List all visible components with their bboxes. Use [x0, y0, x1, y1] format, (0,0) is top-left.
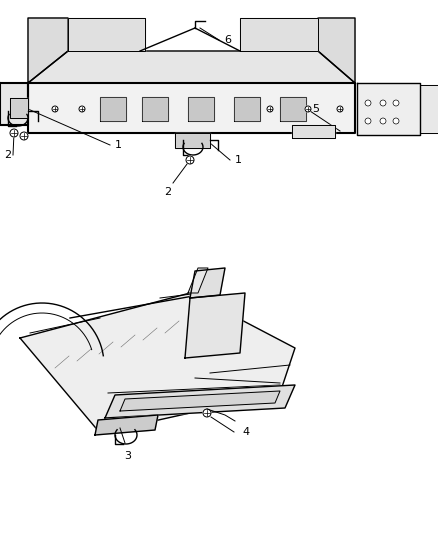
Polygon shape	[28, 18, 68, 83]
Text: 5: 5	[312, 104, 319, 114]
Polygon shape	[105, 385, 295, 418]
Circle shape	[79, 106, 85, 112]
Text: 3: 3	[124, 451, 131, 461]
Text: 6: 6	[224, 35, 231, 45]
Polygon shape	[28, 51, 355, 83]
Circle shape	[365, 118, 371, 124]
Polygon shape	[185, 293, 245, 358]
Circle shape	[393, 118, 399, 124]
Circle shape	[20, 132, 28, 140]
Polygon shape	[0, 83, 28, 125]
Polygon shape	[68, 18, 145, 51]
Text: 2: 2	[4, 150, 11, 160]
Circle shape	[10, 129, 18, 137]
Circle shape	[267, 106, 273, 112]
Circle shape	[186, 156, 194, 164]
Polygon shape	[190, 268, 225, 298]
Circle shape	[393, 100, 399, 106]
Polygon shape	[188, 268, 208, 293]
Circle shape	[305, 106, 311, 112]
Circle shape	[380, 118, 386, 124]
Polygon shape	[175, 133, 210, 148]
Polygon shape	[10, 98, 28, 118]
Text: 2: 2	[164, 187, 172, 197]
Circle shape	[52, 106, 58, 112]
Polygon shape	[120, 391, 280, 411]
Circle shape	[337, 106, 343, 112]
Polygon shape	[280, 97, 306, 121]
Text: 1: 1	[235, 155, 242, 165]
Polygon shape	[95, 415, 158, 435]
Polygon shape	[292, 125, 335, 138]
Circle shape	[203, 409, 211, 417]
Circle shape	[380, 100, 386, 106]
Polygon shape	[142, 97, 168, 121]
Polygon shape	[357, 83, 420, 135]
Polygon shape	[100, 97, 126, 121]
Text: 1: 1	[115, 140, 122, 150]
Polygon shape	[420, 85, 438, 133]
Text: 4: 4	[242, 427, 249, 437]
Polygon shape	[28, 83, 355, 133]
Polygon shape	[318, 18, 355, 83]
Polygon shape	[188, 97, 214, 121]
Polygon shape	[234, 97, 260, 121]
Polygon shape	[20, 293, 295, 433]
Polygon shape	[240, 18, 318, 51]
Circle shape	[365, 100, 371, 106]
